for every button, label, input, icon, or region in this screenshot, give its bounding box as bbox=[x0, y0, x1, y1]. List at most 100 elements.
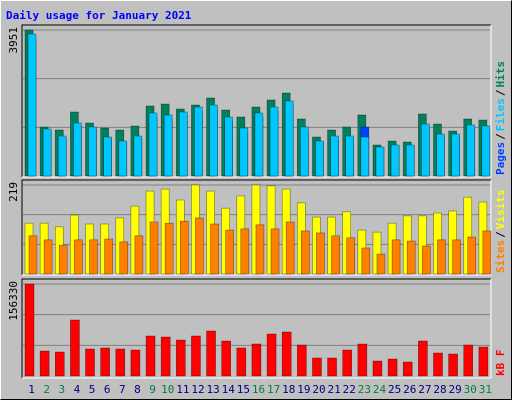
bar bbox=[115, 348, 126, 377]
bar bbox=[210, 223, 219, 275]
bar bbox=[481, 125, 491, 177]
bar bbox=[327, 357, 337, 377]
x-tick-label: 26 bbox=[403, 383, 416, 396]
bar bbox=[163, 114, 173, 177]
bar bbox=[118, 140, 128, 177]
bar bbox=[405, 144, 415, 177]
x-tick-label: 11 bbox=[176, 383, 189, 396]
bar bbox=[175, 339, 186, 377]
bar bbox=[254, 112, 264, 177]
bar bbox=[195, 217, 204, 275]
x-tick-label: 31 bbox=[479, 383, 492, 396]
bar bbox=[433, 352, 443, 377]
x-tick-label: 30 bbox=[464, 383, 477, 396]
bar bbox=[406, 240, 416, 275]
bar bbox=[301, 230, 310, 275]
bar bbox=[418, 340, 428, 377]
bar bbox=[88, 126, 97, 177]
bar bbox=[297, 344, 307, 377]
bar bbox=[164, 222, 174, 275]
bar bbox=[178, 111, 188, 177]
legend-entry: Sites bbox=[494, 240, 507, 273]
bar bbox=[103, 136, 112, 177]
bar bbox=[466, 124, 476, 177]
legend-entry: Files bbox=[494, 98, 507, 131]
bar bbox=[240, 228, 250, 275]
x-tick-label: 15 bbox=[237, 383, 250, 396]
bar bbox=[104, 238, 113, 275]
bar bbox=[119, 241, 129, 275]
x-tick-label: 6 bbox=[104, 383, 111, 396]
panel-edge-dark bbox=[21, 278, 491, 378]
bar bbox=[452, 239, 461, 275]
legend-separator: / bbox=[494, 231, 507, 238]
bar bbox=[70, 319, 80, 377]
bar bbox=[463, 344, 474, 377]
bar bbox=[478, 346, 489, 377]
bar bbox=[130, 349, 141, 377]
x-tick-label: 4 bbox=[74, 383, 81, 396]
bar bbox=[269, 106, 279, 177]
bar bbox=[312, 357, 322, 377]
bar bbox=[236, 347, 247, 377]
x-tick-label: 7 bbox=[119, 383, 126, 396]
x-tick-label: 18 bbox=[282, 383, 295, 396]
bar bbox=[57, 135, 67, 177]
legend-entry: Hits bbox=[494, 61, 507, 88]
x-tick-label: 12 bbox=[191, 383, 204, 396]
bar bbox=[281, 331, 292, 377]
bar bbox=[360, 136, 370, 177]
bar bbox=[191, 335, 201, 377]
bar bbox=[387, 358, 398, 377]
bar bbox=[160, 336, 171, 377]
x-tick-label: 5 bbox=[89, 383, 96, 396]
bar bbox=[345, 135, 355, 177]
y-tick-label: 3951 bbox=[7, 27, 20, 54]
legend: kB F bbox=[494, 350, 507, 377]
bar bbox=[42, 128, 52, 177]
bar bbox=[482, 230, 492, 275]
x-tick-label: 28 bbox=[433, 383, 446, 396]
bar bbox=[85, 348, 95, 377]
bar bbox=[346, 237, 356, 275]
bar bbox=[43, 239, 53, 275]
y-tick-label: 156330 bbox=[7, 281, 20, 321]
x-tick-label: 23 bbox=[358, 383, 371, 396]
bar bbox=[134, 235, 144, 275]
bar bbox=[372, 360, 383, 377]
bar bbox=[225, 229, 234, 275]
bar bbox=[194, 106, 203, 177]
panel-edge-light bbox=[22, 25, 492, 178]
bar bbox=[179, 220, 189, 275]
bar bbox=[316, 232, 325, 275]
x-tick-label: 8 bbox=[134, 383, 141, 396]
bar bbox=[89, 239, 98, 275]
bar bbox=[402, 361, 413, 377]
bar bbox=[266, 333, 277, 377]
bar bbox=[224, 116, 233, 177]
panel-edge-light bbox=[22, 279, 492, 379]
x-tick-label: 9 bbox=[149, 383, 156, 396]
x-tick-label: 25 bbox=[388, 383, 401, 396]
bar bbox=[28, 235, 38, 275]
bar bbox=[148, 112, 158, 177]
bar bbox=[391, 239, 401, 275]
bar bbox=[145, 335, 156, 377]
x-tick-label: 20 bbox=[312, 383, 325, 396]
legend-entry: Visits bbox=[494, 190, 507, 230]
x-tick-label: 1 bbox=[28, 383, 35, 396]
bar bbox=[390, 144, 400, 177]
x-tick-label: 17 bbox=[267, 383, 280, 396]
x-tick-label: 14 bbox=[222, 383, 236, 396]
bar bbox=[24, 283, 35, 377]
bar bbox=[39, 350, 50, 377]
x-tick-label: 21 bbox=[328, 383, 341, 396]
x-tick-label: 16 bbox=[252, 383, 265, 396]
bar bbox=[58, 244, 68, 275]
legend-entry: Pages bbox=[494, 142, 507, 175]
bar bbox=[239, 127, 249, 177]
bar bbox=[300, 126, 309, 177]
panel-edge-light bbox=[22, 180, 492, 276]
